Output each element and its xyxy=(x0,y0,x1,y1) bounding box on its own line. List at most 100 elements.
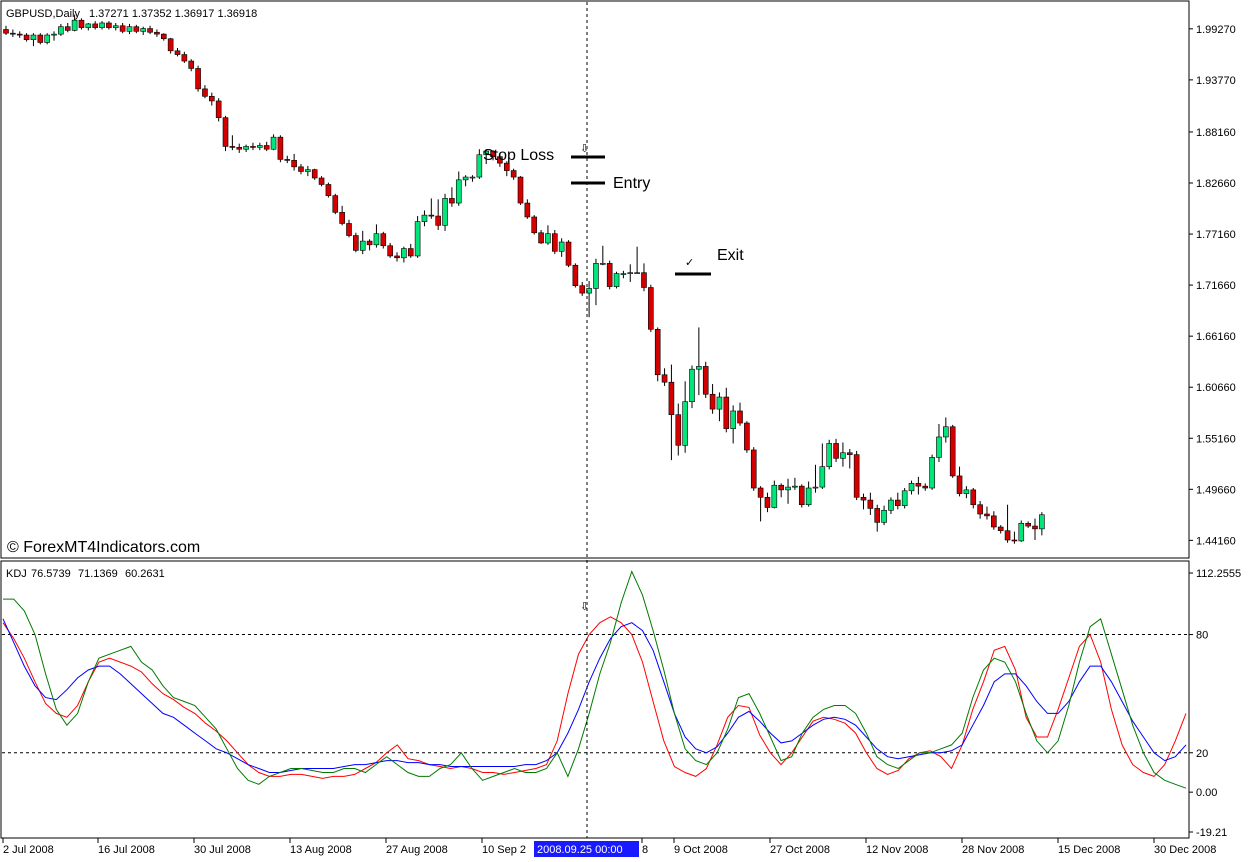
bull-candle-body xyxy=(943,426,949,438)
candle xyxy=(112,22,119,31)
bull-candle-body xyxy=(126,26,133,32)
price-axis: 1.99270 1.93770 1.88160 1.82660 1.77160 1.716… xyxy=(1189,24,1236,547)
bear-candle-body xyxy=(215,100,222,118)
bear-candle-body xyxy=(346,223,352,236)
ohlc-label: 1.37271 1.37352 1.36917 1.36918 xyxy=(89,8,257,20)
candle xyxy=(64,22,71,33)
watermark: © ForexMT4Indicators.com xyxy=(7,539,200,556)
candle xyxy=(497,152,503,167)
kdj-tick-label: 112.2555 xyxy=(1196,568,1241,580)
bear-candle-body xyxy=(551,233,558,252)
bear-candle-body xyxy=(984,513,990,517)
bear-candle-body xyxy=(572,264,579,286)
candle xyxy=(778,483,784,498)
bull-candle-body xyxy=(613,273,620,287)
kdj-tick-label: 0.00 xyxy=(1196,787,1217,799)
bear-candle-body xyxy=(78,19,85,28)
check-icon: ✓ xyxy=(685,257,694,269)
price-tick-label: 1.93770 xyxy=(1196,75,1236,87)
bear-candle-body xyxy=(3,29,9,34)
time-tick-label: 30 Jul 2008 xyxy=(194,844,251,856)
bull-candle-body xyxy=(936,436,942,458)
bear-candle-body xyxy=(949,426,956,477)
candle xyxy=(661,368,668,386)
candle xyxy=(874,504,881,532)
bull-candle-body xyxy=(414,221,421,257)
candle xyxy=(58,23,64,36)
candle xyxy=(977,501,983,519)
time-tick-label: 15 Dec 2008 xyxy=(1058,844,1120,856)
candle xyxy=(970,488,977,509)
kdj-value-k: 76.5739 xyxy=(31,568,71,580)
candle xyxy=(792,477,798,490)
bull-candle-body xyxy=(1018,522,1025,542)
candle xyxy=(888,497,894,515)
down-arrow-icon: ⇩ xyxy=(580,143,589,155)
bear-candle-body xyxy=(37,34,44,43)
candle xyxy=(318,176,325,187)
candle xyxy=(675,403,682,456)
candle xyxy=(757,486,764,522)
candle xyxy=(840,442,846,467)
candle xyxy=(510,168,517,180)
kdj-series xyxy=(2,570,1187,789)
candle xyxy=(30,33,37,47)
candle xyxy=(435,199,441,230)
bull-candle-body xyxy=(442,198,448,226)
bear-candle-body xyxy=(1011,539,1018,542)
candle xyxy=(387,242,393,258)
candle xyxy=(106,21,112,30)
kdj-down-arrow-icon: ⇩ xyxy=(580,601,589,613)
bull-candle-body xyxy=(812,486,819,489)
candle xyxy=(593,258,599,306)
bear-candle-body xyxy=(874,508,881,523)
bear-candle-body xyxy=(606,263,613,287)
bull-candle-body xyxy=(792,485,798,488)
candle xyxy=(860,493,867,510)
candle xyxy=(922,483,929,491)
bear-candle-body xyxy=(497,156,503,164)
bear-candle-body xyxy=(833,443,839,459)
candle xyxy=(984,506,990,520)
candle xyxy=(394,252,400,262)
candle xyxy=(181,51,188,63)
candle xyxy=(551,229,558,255)
bear-candle-body xyxy=(1025,522,1031,527)
candle xyxy=(730,405,736,444)
bear-candle-body xyxy=(702,366,709,395)
candle xyxy=(44,33,50,45)
candle xyxy=(1011,531,1018,544)
candle xyxy=(771,480,778,509)
candle xyxy=(689,365,695,409)
bear-candle-body xyxy=(517,176,524,204)
candle xyxy=(229,135,236,151)
bear-candle-body xyxy=(318,177,325,185)
bear-candle-body xyxy=(956,475,963,494)
candle xyxy=(963,486,970,499)
bull-candle-body xyxy=(881,509,887,523)
candle xyxy=(462,175,469,187)
bear-candle-body xyxy=(915,483,922,487)
bull-candle-body xyxy=(257,145,263,148)
bull-candle-body xyxy=(421,214,428,222)
candle xyxy=(257,142,263,151)
candle xyxy=(1025,521,1031,528)
bear-candle-body xyxy=(298,166,304,172)
candle xyxy=(167,37,174,54)
bull-candle-body xyxy=(805,487,812,506)
candle xyxy=(1004,504,1011,543)
time-tick-label: 27 Oct 2008 xyxy=(770,844,830,856)
candle xyxy=(833,438,839,463)
price-tick-label: 1.82660 xyxy=(1196,178,1236,190)
candle xyxy=(538,229,544,244)
bear-candle-body xyxy=(160,33,167,40)
price-tick-label: 1.77160 xyxy=(1196,229,1236,241)
bear-candle-body xyxy=(709,393,716,410)
candle xyxy=(311,168,318,180)
candle xyxy=(737,402,743,426)
bear-candle-body xyxy=(750,449,757,489)
bear-candle-body xyxy=(394,255,400,259)
bear-candle-body xyxy=(737,410,743,424)
bull-candle-body xyxy=(963,489,970,494)
bear-candle-body xyxy=(23,34,30,40)
